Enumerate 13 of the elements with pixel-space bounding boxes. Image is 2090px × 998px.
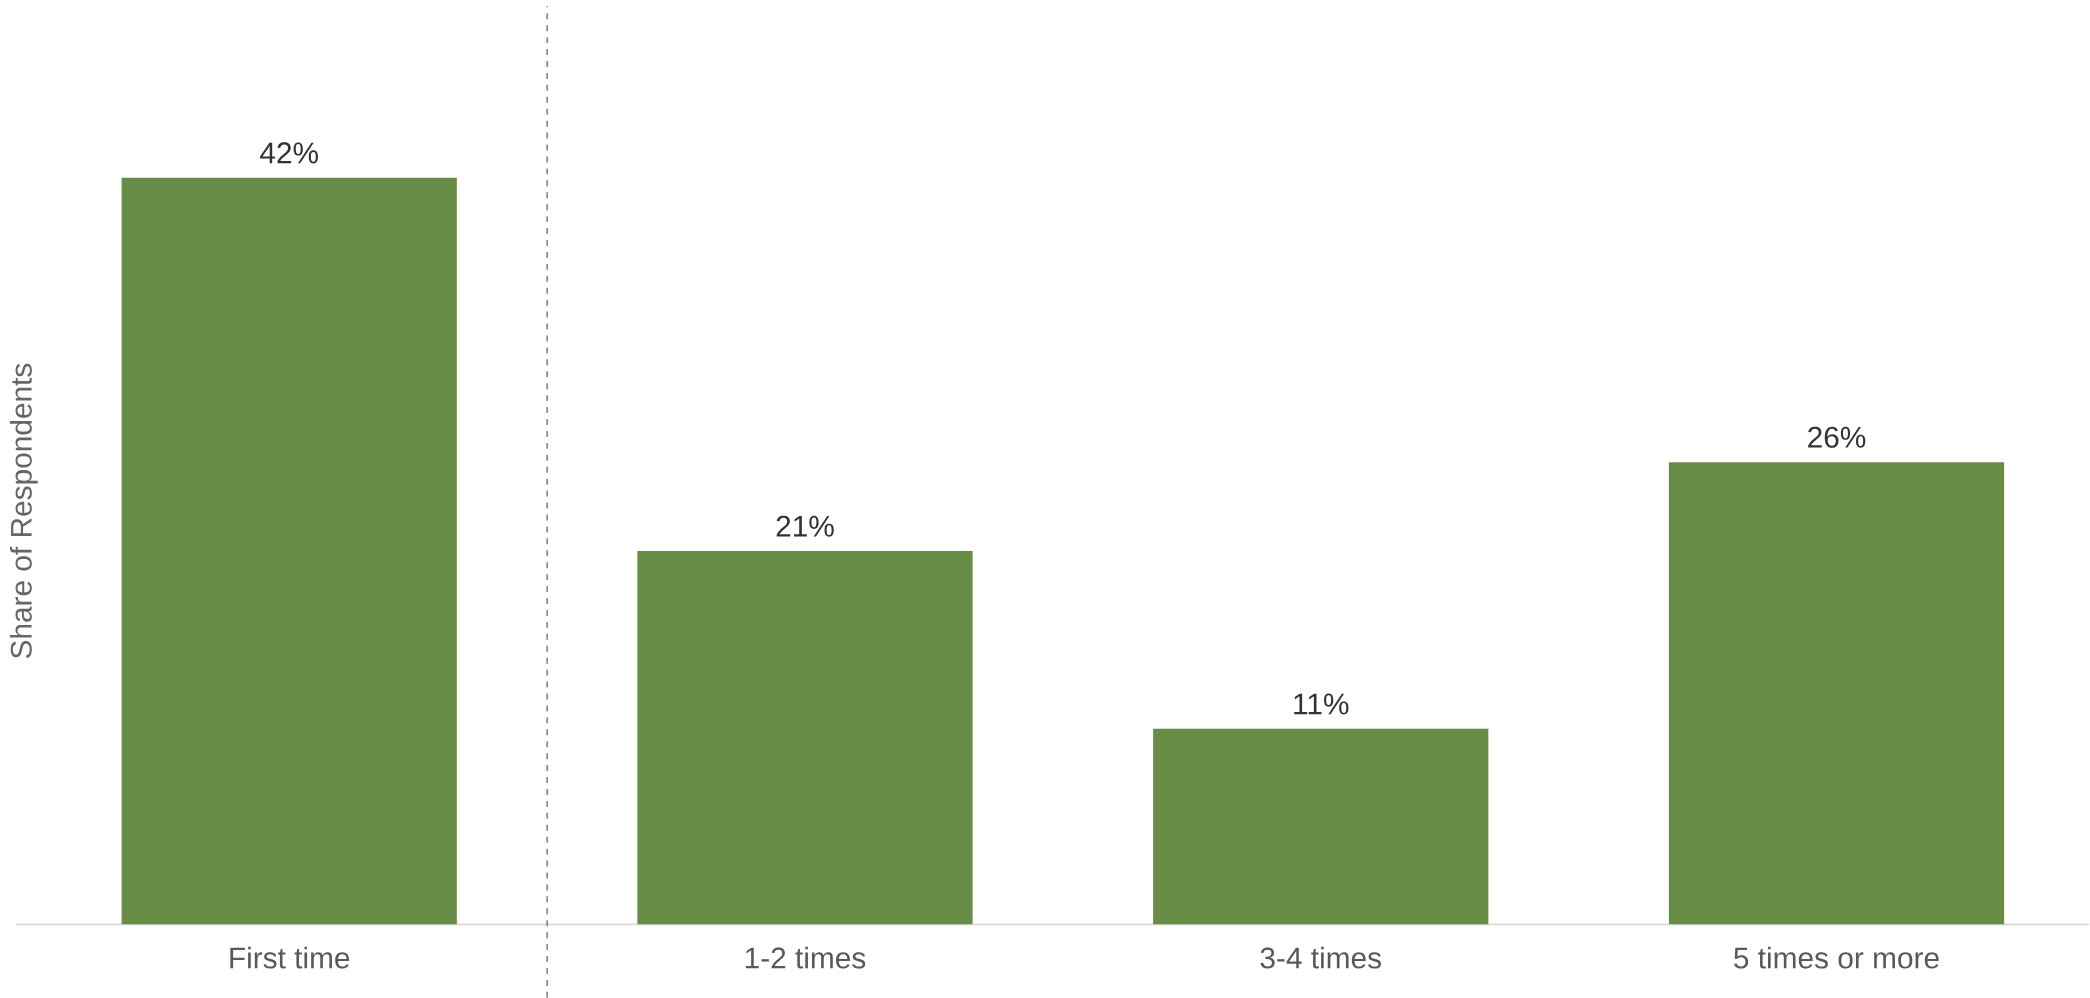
data-label: 11% <box>1294 693 1349 715</box>
data-label: 21% <box>776 515 834 537</box>
bar <box>1153 728 1489 925</box>
x-tick-label: 5 times or more <box>1734 946 1939 969</box>
x-tick-label: 1-2 times <box>745 946 866 969</box>
bar <box>121 177 457 925</box>
bar <box>1668 461 2005 925</box>
bar <box>637 550 973 925</box>
x-tick-label: 3-4 times <box>1260 946 1381 969</box>
x-tick-label: First time <box>230 946 350 969</box>
data-label: 42% <box>260 142 318 164</box>
data-label: 26% <box>1808 426 1866 448</box>
y-axis-title: Share of Respondents <box>9 363 38 658</box>
